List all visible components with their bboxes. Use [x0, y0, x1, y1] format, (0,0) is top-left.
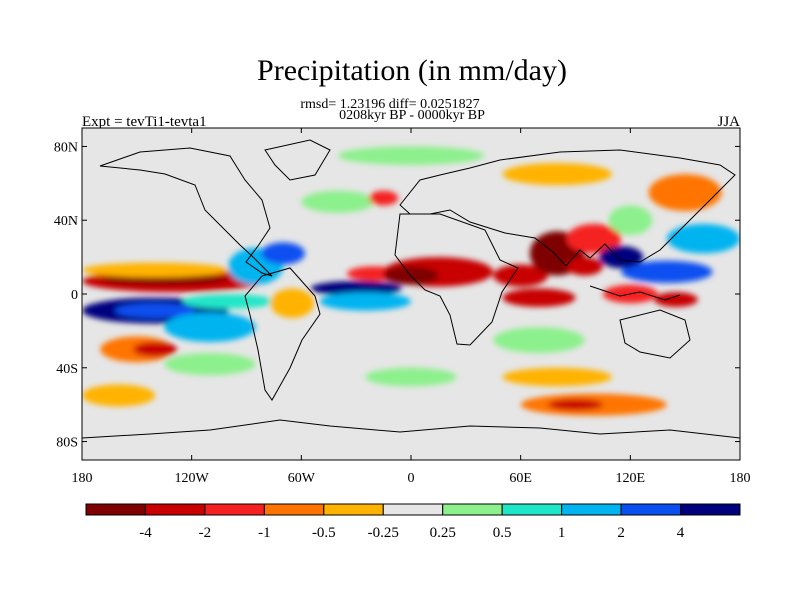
greenland-coast — [264, 139, 331, 181]
colorbar-box-10 — [680, 503, 741, 516]
colorbar-box-3 — [263, 503, 325, 516]
anomaly-blob-13 — [310, 281, 402, 296]
colorbar-label-6: 0.5 — [493, 525, 512, 541]
y-axis: 80N 40N 0 40S 80S — [54, 140, 740, 451]
anomaly-blob-10 — [82, 384, 156, 407]
anomaly-blob-16 — [270, 288, 315, 318]
y-tick-label-4: 80S — [56, 436, 78, 451]
x-tick-label-0: 180 — [72, 471, 93, 486]
anomaly-blob-25 — [599, 246, 644, 269]
colorbar-label-9: 4 — [677, 525, 685, 541]
colorbar-label-8: 2 — [617, 525, 625, 541]
y-tick-label-2: 0 — [71, 288, 78, 303]
colorbar-label-4: -0.25 — [368, 525, 399, 541]
anomaly-blob-33 — [493, 327, 585, 354]
anomaly-blob-31 — [301, 190, 375, 213]
anomaly-blob-12 — [261, 242, 305, 265]
x-tick-label-1: 120W — [175, 471, 210, 486]
anomaly-blob-30 — [608, 205, 653, 235]
anomaly-blob-8 — [133, 341, 178, 357]
colorbar-label-0: -4 — [139, 525, 152, 541]
anomaly-blob-24 — [621, 260, 713, 283]
colorbar-label-3: -0.5 — [312, 525, 336, 541]
anomaly-blob-5 — [164, 312, 256, 342]
south-america-coast — [244, 267, 321, 401]
x-tick-label-3: 0 — [408, 471, 415, 486]
x-tick-label-2: 60W — [288, 471, 316, 486]
anomaly-field — [82, 146, 740, 416]
antarctica-coast — [82, 419, 740, 439]
anomaly-blob-37 — [548, 399, 603, 411]
australia-coast — [619, 309, 691, 359]
anomaly-blob-6 — [182, 294, 274, 309]
coastlines — [82, 139, 740, 439]
chart-title: Precipitation (in mm/day) — [257, 54, 567, 87]
x-tick-label-5: 120E — [616, 471, 646, 486]
anomaly-blob-32 — [368, 190, 399, 206]
africa-coast — [394, 213, 519, 346]
colorbar-label-2: -1 — [258, 525, 271, 541]
anomaly-blob-28 — [666, 223, 740, 254]
colorbar-box-0 — [85, 503, 146, 516]
north-america-coast — [99, 147, 273, 277]
chart-subtitle: 0208kyr BP - 0000kyr BP — [339, 108, 485, 123]
colorbar-box-2 — [204, 503, 265, 516]
y-tick-label-3: 40S — [56, 362, 78, 377]
colorbar-box-9 — [620, 503, 682, 516]
plot-area — [81, 127, 741, 461]
anomaly-blob-23 — [502, 288, 576, 307]
y-tick-label-1: 40N — [54, 214, 78, 229]
colorbar-box-6 — [442, 503, 503, 516]
x-axis: 180 120W 60W 0 60E 120E 180 — [72, 128, 751, 486]
anomaly-blob-4 — [114, 303, 196, 318]
colorbar-label-1: -2 — [199, 525, 212, 541]
colorbar-box-4 — [323, 503, 384, 516]
indonesia-coast — [589, 285, 681, 301]
anomaly-blob-19 — [493, 264, 549, 287]
colorbar-label-5: 0.25 — [430, 525, 456, 541]
anomaly-blob-2 — [82, 262, 229, 278]
anomaly-blob-29 — [648, 174, 722, 211]
anomaly-blob-22 — [566, 257, 603, 276]
eurasia-coast — [399, 149, 736, 267]
colorbar-box-8 — [561, 503, 622, 516]
colorbar-box-7 — [501, 503, 563, 516]
anomaly-blob-14 — [319, 292, 411, 311]
anomaly-blob-39 — [502, 163, 613, 186]
x-tick-label-6: 180 — [730, 471, 751, 486]
anomaly-blob-34 — [502, 367, 613, 387]
colorbar: -4 -2 -1 -0.5 -0.25 0.25 0.5 1 2 4 — [85, 503, 741, 541]
colorbar-box-1 — [144, 503, 206, 516]
anomaly-blob-27 — [654, 292, 698, 307]
experiment-label: Expt = tevTi1-tevta1 — [82, 114, 207, 130]
y-tick-label-0: 80N — [54, 140, 78, 155]
season-label: JJA — [717, 114, 740, 130]
colorbar-box-5 — [382, 503, 444, 516]
x-tick-label-4: 60E — [509, 471, 532, 486]
anomaly-blob-38 — [337, 146, 485, 165]
anomaly-blob-35 — [365, 367, 457, 387]
chart-stats: rmsd= 1.23196 diff= 0.0251827 — [300, 97, 479, 112]
anomaly-blob-9 — [164, 353, 256, 376]
colorbar-label-7: 1 — [558, 525, 566, 541]
